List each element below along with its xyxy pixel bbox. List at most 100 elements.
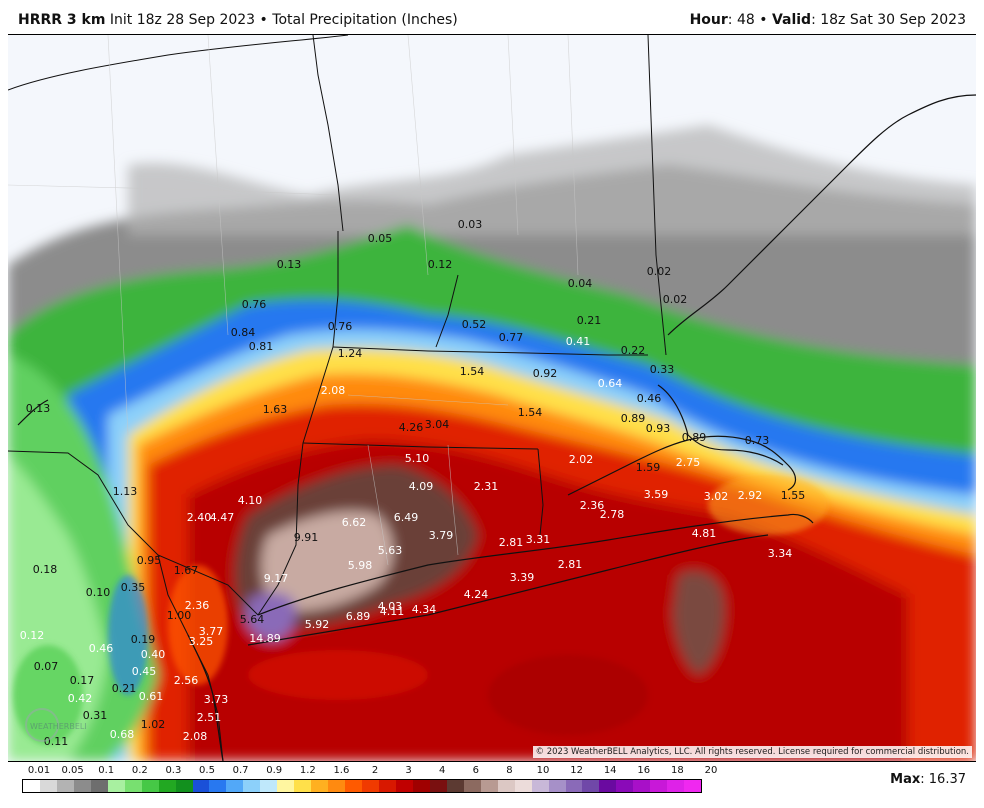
precip-value-label: 4.10 <box>237 494 263 507</box>
precip-value-label: 5.63 <box>377 544 403 557</box>
precip-value-label: 0.22 <box>620 344 646 357</box>
precip-value-label: 0.07 <box>33 660 59 673</box>
precip-value-label: 1.00 <box>166 609 192 622</box>
legend-swatch <box>243 780 261 792</box>
precip-value-label: 0.76 <box>327 320 353 333</box>
precip-value-label: 6.49 <box>393 511 419 524</box>
precip-value-label: 6.89 <box>345 610 371 623</box>
legend-tick-label: 1.2 <box>299 765 316 776</box>
precip-value-label: 0.05 <box>367 232 393 245</box>
legend-swatch <box>582 780 600 792</box>
legend-swatch <box>141 780 159 792</box>
precip-value-label: 0.45 <box>131 665 157 678</box>
precip-value-label: 4.34 <box>411 603 437 616</box>
svg-text:WEATHERBELL: WEATHERBELL <box>30 722 86 731</box>
legend-tick-label: 0.3 <box>165 765 182 776</box>
precip-value-label: 0.13 <box>25 402 51 415</box>
legend-tick-label: 14 <box>603 765 617 776</box>
legend-swatch <box>362 780 380 792</box>
border-ny-vt <box>297 231 339 486</box>
valid-label: Valid <box>771 12 812 28</box>
precip-value-label: 0.95 <box>136 554 162 567</box>
precip-value-label: 3.02 <box>703 490 729 503</box>
weatherbell-logo: WEATHERBELL <box>22 705 89 745</box>
precip-value-label: 9.91 <box>293 531 319 544</box>
precip-value-label: 3.04 <box>424 418 450 431</box>
legend-swatch <box>548 780 566 792</box>
legend-tick-label: 16 <box>637 765 651 776</box>
legend-swatch <box>328 780 346 792</box>
legend-swatch <box>277 780 295 792</box>
precip-value-label: 0.33 <box>649 363 675 376</box>
header: HRRR 3 km Init 18z 28 Sep 2023 • Total P… <box>0 0 984 34</box>
legend-swatch <box>56 780 74 792</box>
precip-value-label: 0.02 <box>662 293 688 306</box>
border-ct-ny <box>257 484 299 616</box>
border-nh-me <box>647 35 667 356</box>
border-canada <box>8 35 349 91</box>
precip-value-label: 1.02 <box>140 718 166 731</box>
precip-value-label: 0.77 <box>498 331 524 344</box>
precip-value-label: 9.17 <box>263 572 289 585</box>
coastlines <box>17 94 976 761</box>
legend-swatch <box>209 780 227 792</box>
value-labels: 0.03 0.05 0.13 0.12 0.04 0.02 0.02 0.76 0.52 0.77… <box>8 35 976 761</box>
precip-value-label: 0.76 <box>241 298 267 311</box>
legend-tick-label: 12 <box>570 765 583 776</box>
legend-swatch <box>497 780 515 792</box>
precip-value-label: 4.26 <box>398 421 424 434</box>
precip-value-label: 4.24 <box>463 588 489 601</box>
legend-swatch <box>124 780 142 792</box>
legend-swatch <box>294 780 312 792</box>
precip-value-label: 0.46 <box>636 392 662 405</box>
coast-ri-ma <box>567 435 797 496</box>
precip-value-label: 4.09 <box>408 480 434 493</box>
legend-swatch <box>345 780 363 792</box>
state-borders <box>8 35 667 761</box>
county-borders <box>8 35 579 566</box>
legend-tick-label: 0.05 <box>61 765 84 776</box>
hour-value: : 48 <box>727 12 755 28</box>
legend-swatch <box>260 780 278 792</box>
precip-value-label: 3.25 <box>188 635 214 648</box>
precip-value-label: 0.13 <box>276 258 302 271</box>
legend-swatch <box>480 780 498 792</box>
legend-swatch <box>633 780 651 792</box>
title-right: Hour: 48 • Valid: 18z Sat 30 Sep 2023 <box>690 12 966 28</box>
legend-tick-label: 0.01 <box>27 765 51 776</box>
separator: • <box>259 12 268 28</box>
precip-value-label: 2.81 <box>557 558 583 571</box>
precip-value-label: 0.10 <box>85 586 111 599</box>
precip-value-label: 2.36 <box>184 599 210 612</box>
precip-value-label: 0.41 <box>565 335 591 348</box>
legend-tick-label: 1.6 <box>333 765 350 776</box>
legend-tick-label: 3 <box>405 765 412 776</box>
precip-value-label: 0.73 <box>744 434 770 447</box>
legend-tick-label: 0.1 <box>98 765 115 776</box>
precip-value-label: 4.81 <box>691 527 717 540</box>
precip-value-label: 2.02 <box>568 453 594 466</box>
legend-swatch <box>412 780 430 792</box>
legend-swatch <box>158 780 176 792</box>
legend-tick-label: 0.2 <box>131 765 148 776</box>
precip-value-label: 5.98 <box>347 559 373 572</box>
legend-tick-label: 0.7 <box>232 765 249 776</box>
border-ct-ma <box>302 442 539 450</box>
precip-value-label: 2.08 <box>182 730 208 743</box>
precip-value-label: 0.61 <box>138 690 164 703</box>
coast-li-north <box>257 513 814 616</box>
precip-map: 0.03 0.05 0.13 0.12 0.04 0.02 0.02 0.76 0.52 0.77… <box>8 34 976 762</box>
precip-value-label: 3.79 <box>428 529 454 542</box>
color-legend: 0.01 0.05 0.1 0.2 0.3 0.5 0.7 0.9 1.2 1.6 2 3 4 6 8 10 1… <box>22 765 717 793</box>
precip-value-label: 4.03 <box>377 600 403 613</box>
legend-tick-label: 18 <box>671 765 684 776</box>
precip-value-label: 2.40 <box>186 511 212 524</box>
precip-value-label: 2.31 <box>473 480 499 493</box>
legend-swatch <box>107 780 125 792</box>
legend-swatch <box>446 780 464 792</box>
legend-tick-label: 6 <box>472 765 479 776</box>
legend-swatch <box>395 780 413 792</box>
precip-value-label: 0.17 <box>69 674 95 687</box>
band-tan <box>261 511 393 612</box>
legend-swatch <box>226 780 244 792</box>
